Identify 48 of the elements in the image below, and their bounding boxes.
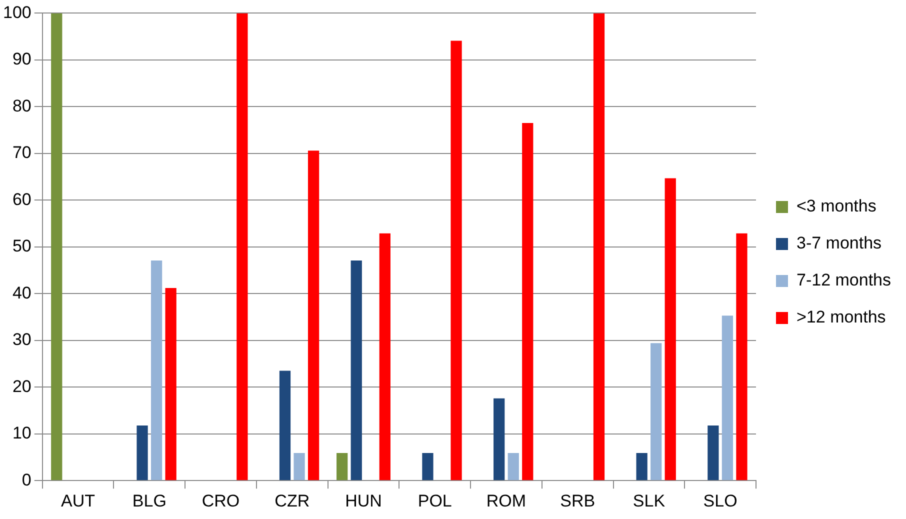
- bar: [379, 233, 390, 480]
- x-tick-label: SLO: [703, 491, 738, 510]
- bar: [279, 370, 291, 480]
- x-tick-label: SLK: [632, 491, 666, 510]
- bar: [708, 425, 719, 480]
- y-tick-label: 100: [2, 2, 32, 22]
- legend-label: <3 months: [796, 196, 876, 216]
- bar: [522, 123, 534, 480]
- bar: [736, 233, 748, 480]
- y-tick-label: 60: [12, 190, 32, 209]
- bar: [450, 40, 462, 480]
- bar: [593, 13, 605, 480]
- y-tick-label: 90: [12, 50, 32, 69]
- bar: [308, 150, 320, 480]
- y-tick-label: 20: [12, 376, 32, 396]
- x-tick-label: SRB: [560, 491, 596, 510]
- bar: [136, 425, 148, 480]
- x-tick-label: ROM: [486, 491, 526, 510]
- legend-label: >12 months: [796, 308, 886, 327]
- x-tick-label: POL: [418, 491, 452, 510]
- y-tick-label: 80: [12, 96, 32, 116]
- x-tick-label: HUN: [345, 491, 382, 510]
- bar: [350, 260, 362, 480]
- y-tick-label: 0: [22, 470, 32, 490]
- bar: [165, 288, 176, 480]
- x-tick-label: AUT: [61, 491, 96, 510]
- bar: [294, 453, 305, 480]
- legend-label: 3-7 months: [796, 234, 882, 253]
- y-tick-label: 50: [12, 236, 32, 256]
- x-tick-label: CRO: [202, 491, 240, 510]
- bar: [150, 260, 162, 480]
- bar: [51, 13, 62, 480]
- bar: [422, 453, 434, 480]
- legend-label: 7-12 months: [796, 270, 892, 290]
- x-tick-label: CZR: [274, 491, 310, 510]
- bar: [494, 398, 505, 480]
- bar: [664, 178, 676, 480]
- y-tick-label: 40: [12, 283, 32, 302]
- bar: [336, 453, 348, 480]
- y-tick-label: 30: [12, 330, 32, 350]
- bar: [236, 13, 248, 480]
- bar: [650, 343, 662, 480]
- bar: [508, 453, 519, 480]
- bar: [636, 453, 648, 480]
- bar: [722, 316, 734, 480]
- y-tick-label: 70: [12, 143, 32, 162]
- y-tick-label: 10: [12, 424, 32, 443]
- x-tick-label: BLG: [132, 491, 166, 510]
